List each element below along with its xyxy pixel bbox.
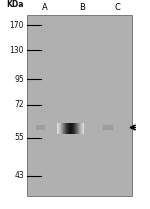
Bar (65, 123, 66, 134)
Bar (60, 123, 61, 134)
Text: 72: 72 (14, 100, 24, 109)
Bar (57, 123, 58, 134)
Bar (68, 123, 69, 134)
Bar (79, 123, 80, 134)
Bar (69, 123, 70, 134)
Bar (67, 123, 68, 134)
Text: 170: 170 (9, 20, 24, 30)
Bar (71, 123, 72, 134)
Bar (74, 123, 75, 134)
Bar (61, 123, 62, 134)
Text: C: C (114, 3, 120, 12)
Bar (81, 123, 82, 134)
Text: B: B (80, 3, 85, 12)
Bar (62, 123, 63, 134)
Text: 130: 130 (9, 46, 24, 55)
Bar (70, 123, 71, 134)
Bar (59, 123, 60, 134)
Bar (80, 123, 81, 134)
Bar (76, 123, 77, 134)
Bar (72, 123, 73, 134)
Bar (83, 123, 84, 134)
Bar (77, 123, 78, 134)
Bar (66, 123, 67, 134)
Bar (63, 123, 64, 134)
Text: A: A (42, 3, 48, 12)
Text: KDa: KDa (6, 0, 24, 9)
Bar (73, 123, 74, 134)
Bar (75, 123, 76, 134)
Text: 55: 55 (14, 133, 24, 143)
Text: 95: 95 (14, 75, 24, 84)
Text: 43: 43 (14, 171, 24, 180)
Bar (58, 123, 59, 134)
Bar (64, 123, 65, 134)
Bar (82, 123, 83, 134)
Bar (27, 15, 132, 196)
Bar (78, 123, 79, 134)
